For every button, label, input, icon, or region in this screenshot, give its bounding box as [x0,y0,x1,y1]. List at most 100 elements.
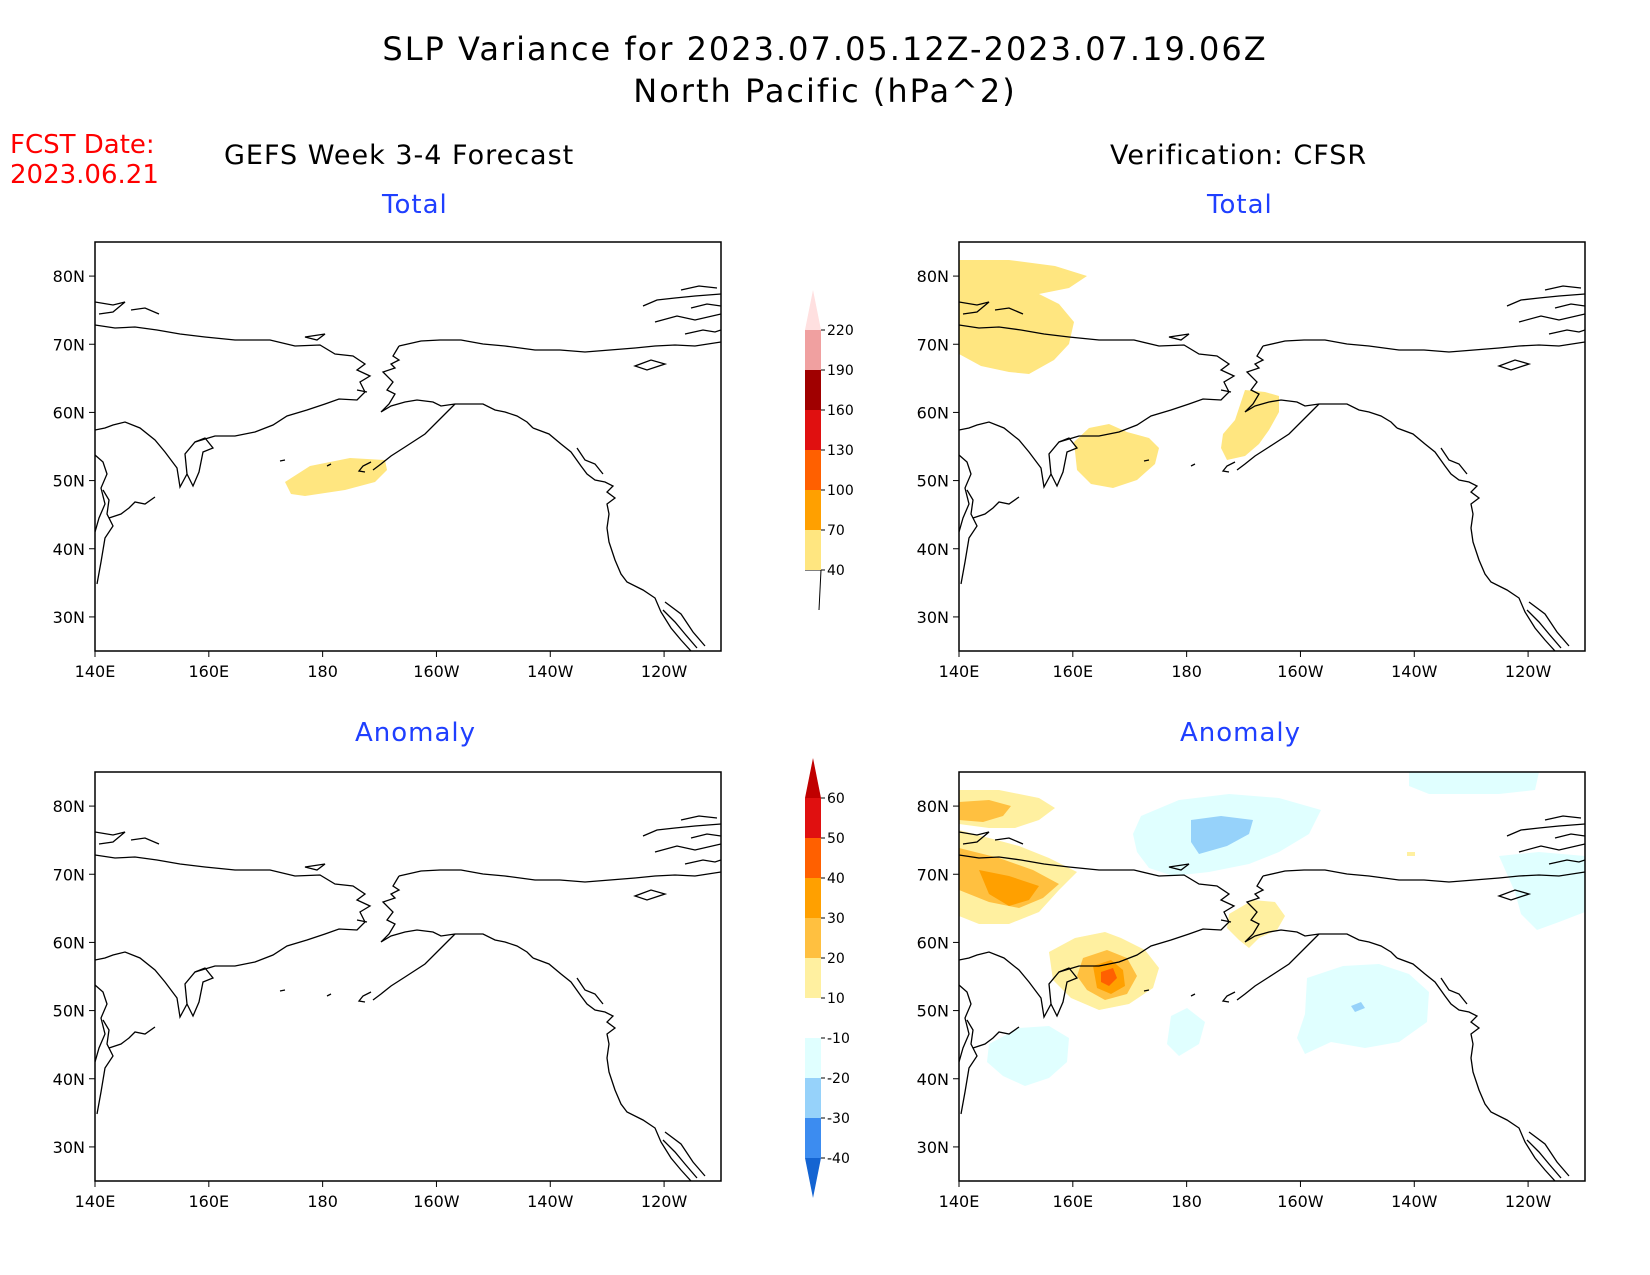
anomaly-colorbar-swatch [805,918,821,958]
lon-tick-label: 140W [527,662,574,681]
forecast-total-subtitle: Total [382,190,448,220]
anomaly-colorbar-label: 40 [827,871,845,887]
lon-tick-label: 160E [188,662,229,681]
anomaly-colorbar-label: 10 [827,991,845,1007]
fcst-date-block: FCST Date: 2023.06.21 [10,130,159,190]
lon-tick-label: 140E [939,1192,980,1211]
anomaly-colorbar-label: 30 [827,911,845,927]
anomaly-colorbar-swatch [805,958,821,998]
verification-anomaly-subtitle: Anomaly [1180,718,1302,748]
lat-tick-label: 60N [917,403,949,422]
anomaly-colorbar-swatch [805,1078,821,1118]
lat-tick-label: 30N [917,1138,949,1157]
verification-column-title: Verification: CFSR [1110,140,1368,171]
anomaly-colorbar-label: -10 [827,1031,850,1047]
lat-tick-label: 30N [53,1138,85,1157]
lat-tick-label: 40N [53,540,85,559]
lon-tick-label: 120W [641,1192,688,1211]
total-colorbar-label: 100 [827,483,854,499]
lon-tick-label: 140W [527,1192,574,1211]
lat-tick-label: 40N [917,1070,949,1089]
lat-tick-label: 80N [917,797,949,816]
lat-tick-label: 70N [917,335,949,354]
total-colorbar-swatch [805,490,821,530]
lon-tick-label: 160E [1052,662,1093,681]
lon-tick-label: 140W [1391,662,1438,681]
forecast-anomaly-subtitle: Anomaly [355,718,477,748]
total-colorbar-label: 190 [827,363,854,379]
total-colorbar-label: 220 [827,323,854,339]
lat-tick-label: 50N [917,472,949,491]
anomaly-colorbar-label: 50 [827,831,845,847]
total-colorbar-swatch [805,410,821,450]
main-title-line2: North Pacific (hPa^2) [633,72,1017,110]
total-colorbar-label: 160 [827,403,854,419]
lon-tick-label: 160E [188,1192,229,1211]
anomaly-colorbar-label: 60 [827,791,845,807]
fcst-date-value: 2023.06.21 [10,160,159,190]
lon-tick-label: 180 [1171,662,1202,681]
lon-tick-label: 140E [939,662,980,681]
total-colorbar-swatch [805,370,821,410]
lon-tick-label: 180 [1171,1192,1202,1211]
lat-tick-label: 50N [917,1002,949,1021]
total-colorbar-label: 40 [827,563,845,579]
anomaly-colorbar-swatch [805,878,821,918]
total-colorbar-upper-arrow [805,290,821,330]
lat-tick-label: 80N [53,797,85,816]
lat-tick-label: 40N [53,1070,85,1089]
forecast-column-title: GEFS Week 3-4 Forecast [224,140,575,171]
lat-tick-label: 80N [917,267,949,286]
anomaly-colorbar-swatch [805,798,821,838]
anomaly-colorbar-swatch [805,1118,821,1158]
lat-tick-label: 70N [917,865,949,884]
lat-tick-label: 60N [917,933,949,952]
forecast-total-contour [285,458,387,496]
lon-tick-label: 140E [75,662,116,681]
anomaly-colorbar-label: -30 [827,1111,850,1127]
main-title-line1: SLP Variance for 2023.07.05.12Z-2023.07.… [382,30,1268,68]
lon-tick-label: 120W [1505,1192,1552,1211]
lat-tick-label: 30N [917,608,949,627]
total-colorbar-swatch [805,450,821,490]
total-colorbar-swatch [805,330,821,370]
anomaly-colorbar-swatch [805,1038,821,1078]
lon-tick-label: 120W [1505,662,1552,681]
fcst-date-label: FCST Date: [10,130,155,160]
lat-tick-label: 50N [53,472,85,491]
anomaly-colorbar-upper-arrow [805,758,821,798]
lat-tick-label: 50N [53,1002,85,1021]
lon-tick-label: 180 [307,662,338,681]
lon-tick-label: 160E [1052,1192,1093,1211]
lon-tick-label: 160W [1277,1192,1324,1211]
total-colorbar-label: 130 [827,443,854,459]
lat-tick-label: 60N [53,933,85,952]
lat-tick-label: 80N [53,267,85,286]
total-colorbar: 40 70 100 130 160 190 220 [805,290,854,611]
lon-tick-label: 160W [413,662,460,681]
forecast-anomaly-panel [94,771,722,1182]
lat-tick-label: 70N [53,335,85,354]
anomaly-colorbar-lower-arrow [805,1158,821,1198]
total-colorbar-swatch [805,530,821,570]
anomaly-colorbar-label: 20 [827,951,845,967]
lon-tick-label: 160W [1277,662,1324,681]
total-colorbar-label: 70 [827,523,845,539]
anomaly-colorbar-swatch [805,998,821,1038]
lat-tick-label: 60N [53,403,85,422]
anomaly-colorbar-swatch [805,838,821,878]
lon-tick-label: 140W [1391,1192,1438,1211]
lon-tick-label: 140E [75,1192,116,1211]
verification-total-panel [958,241,1586,652]
forecast-total-panel [94,241,722,652]
anomaly-colorbar: 60 50 40 30 20 10 -10 -20 -30 -40 [805,758,850,1198]
verification-anomaly-panel [958,771,1586,1182]
anomaly-colorbar-label: -20 [827,1071,850,1087]
total-colorbar-lower-arrow [805,569,822,611]
lon-tick-label: 160W [413,1192,460,1211]
verification-total-subtitle: Total [1207,190,1273,220]
map-axes: 80N 70N 60N 50N 40N 30N 140E 160E 180 160W 140W 120… [53,267,1552,1211]
anomaly-colorbar-label: -40 [827,1151,850,1167]
lon-tick-label: 180 [307,1192,338,1211]
